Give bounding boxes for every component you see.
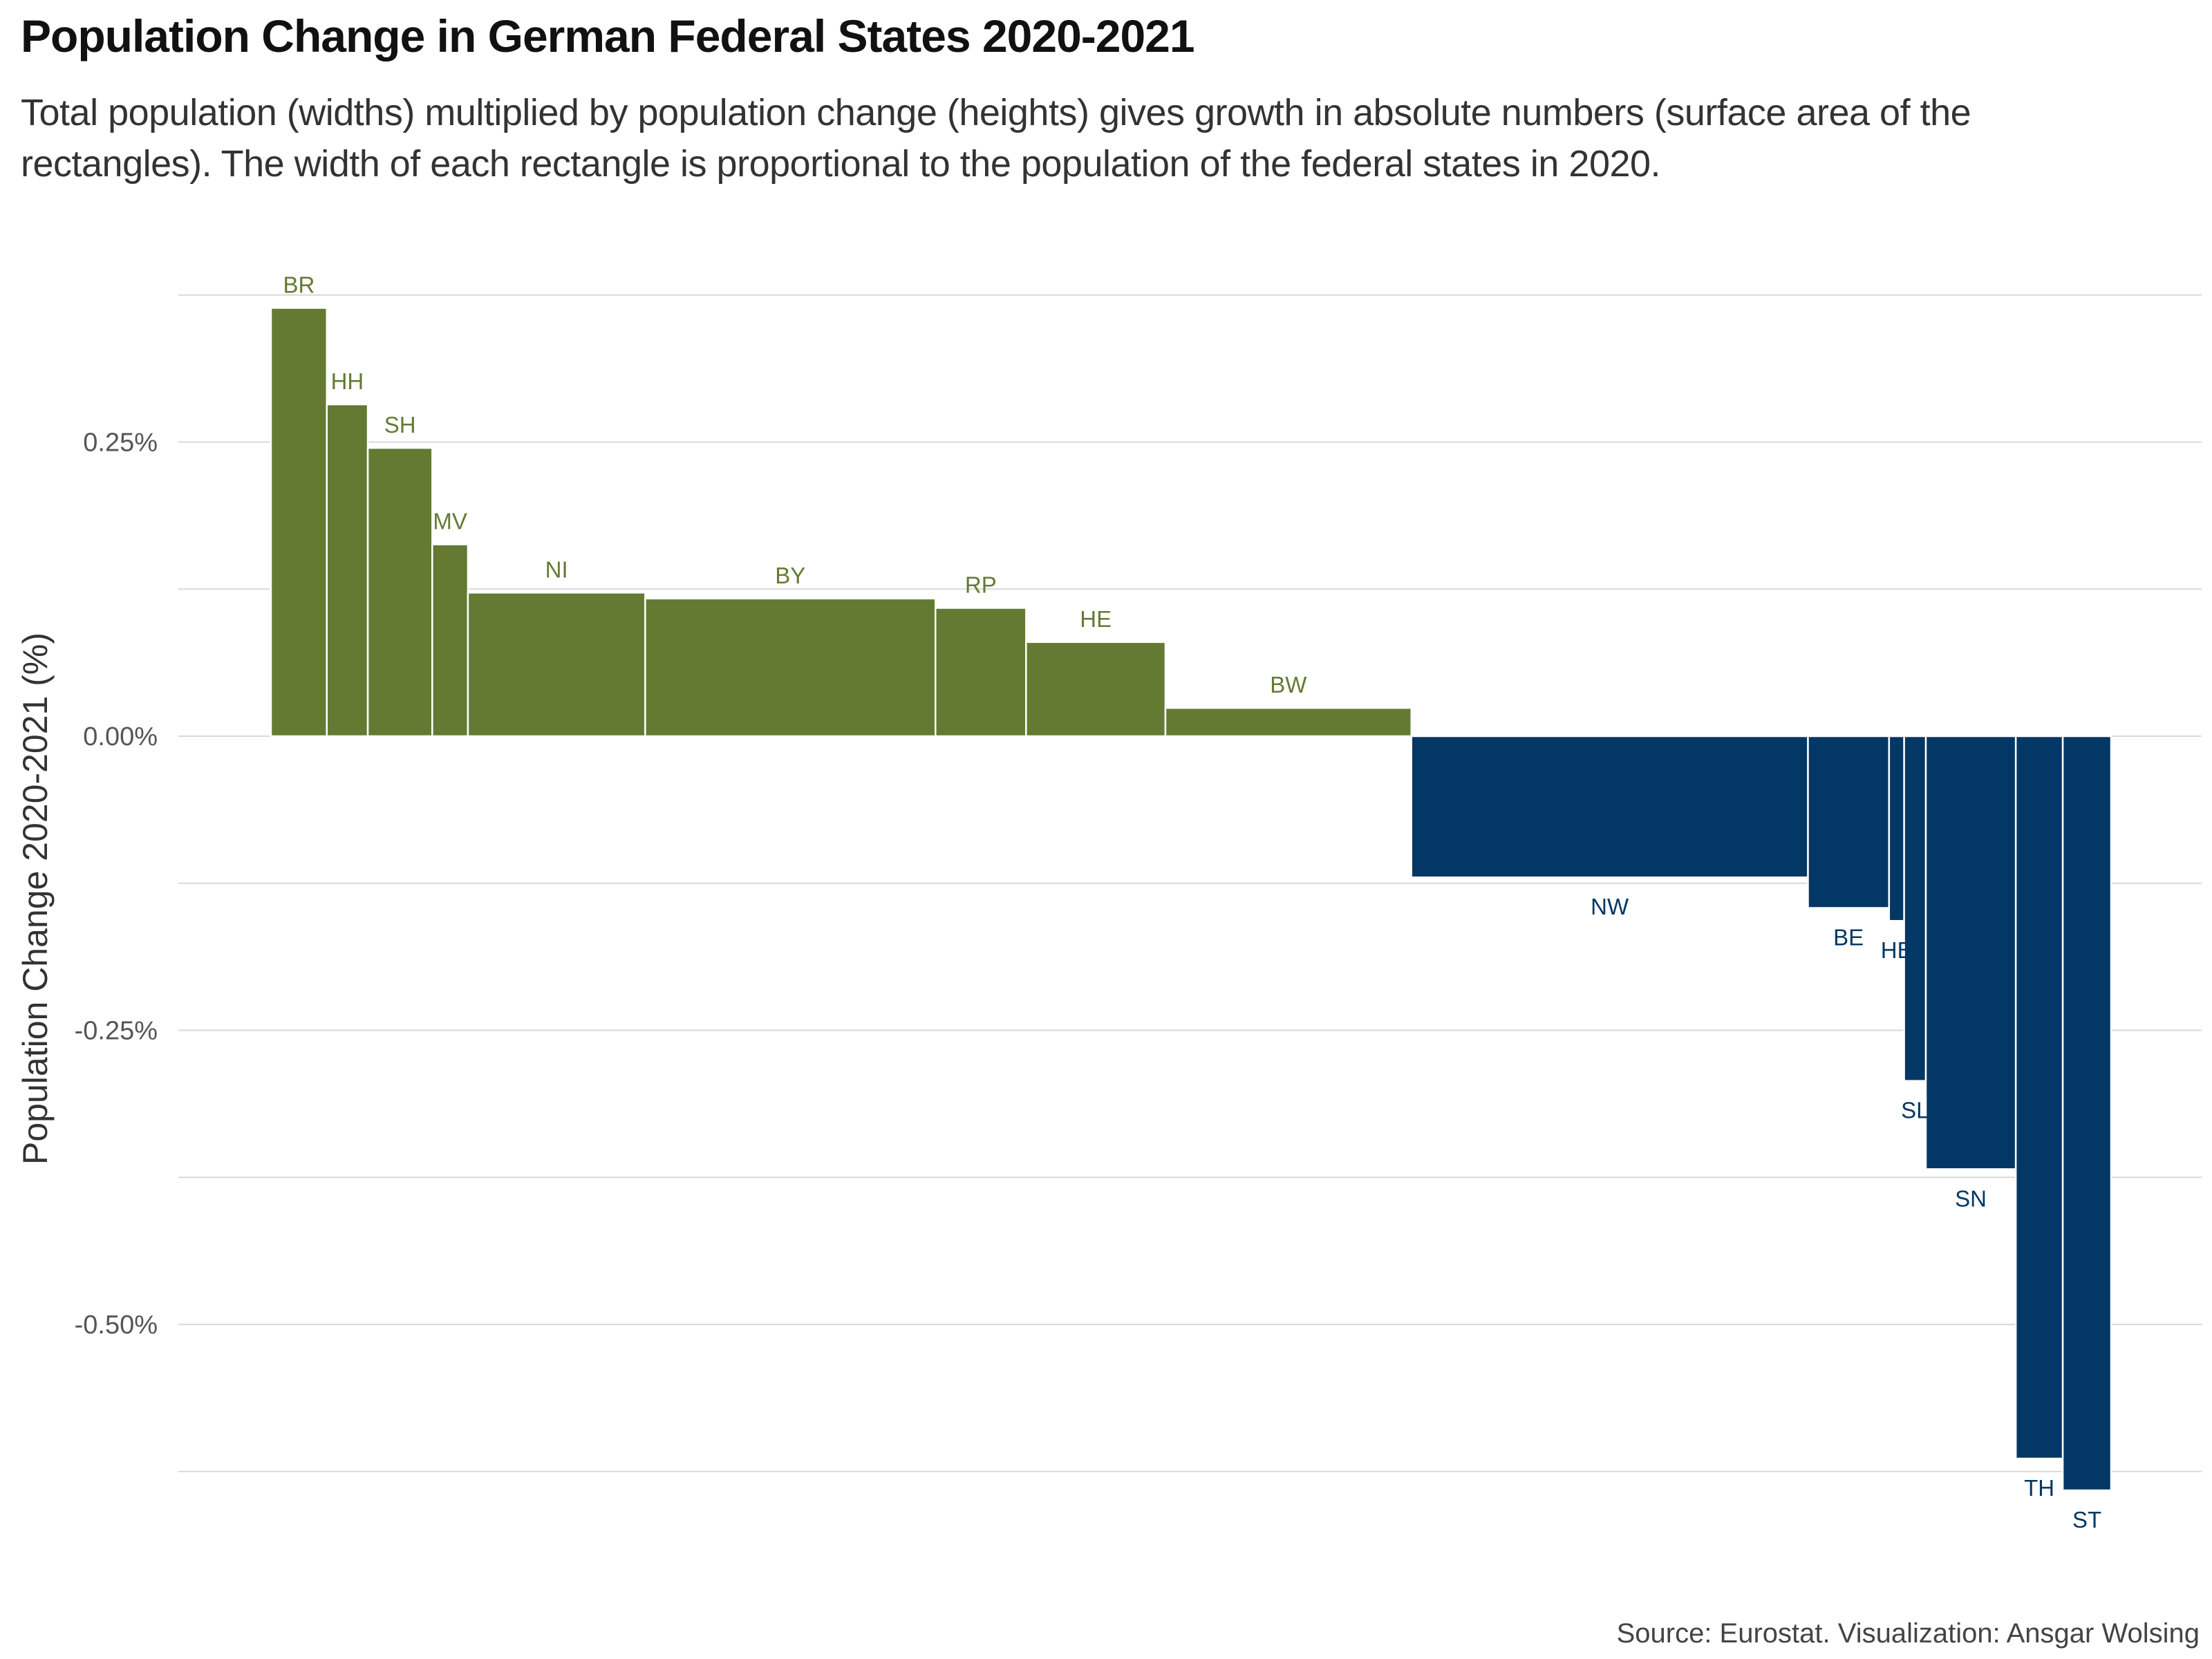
bar-label-hh: HH [331, 368, 364, 394]
bar-hh [326, 403, 369, 738]
y-tick-label-2: -0.25% [75, 1017, 158, 1046]
bar-label-bw: BW [1270, 672, 1307, 697]
bar-rp [935, 607, 1027, 738]
bar-label-nw: NW [1591, 894, 1629, 919]
bar-label-hb: HB [1881, 937, 1913, 963]
bar-br [270, 307, 328, 738]
bar-label-sn: SN [1955, 1185, 1987, 1211]
bar-label-by: BY [775, 563, 805, 588]
source-caption: Source: Eurostat. Visualization: Ansgar … [1616, 1618, 2200, 1649]
bar-sn [1924, 735, 2017, 1170]
chart-subtitle: Total population (widths) multiplied by … [21, 92, 1971, 185]
bar-label-mv: MV [433, 509, 467, 534]
y-tick-label-3: -0.50% [75, 1311, 158, 1340]
bar-nw [1410, 735, 1809, 879]
bar-ni [467, 592, 646, 738]
bar-sh [366, 447, 433, 738]
bar-label-ni: NI [545, 556, 568, 582]
y-tick-label-0: 0.25% [83, 429, 158, 458]
bars [270, 307, 2112, 1492]
bar-by [644, 597, 937, 738]
bar-label-th: TH [2024, 1475, 2054, 1501]
bar-labels: BR HH SH MV NI BY RP HE BW NW BE HB SL SN TH ST [283, 272, 2101, 1533]
y-tick-label-1: 0.00% [83, 722, 158, 751]
y-axis-ticks: 0.25% 0.00% -0.25% -0.50% [75, 429, 158, 1340]
bar-label-rp: RP [965, 572, 997, 597]
bar-th [2014, 735, 2064, 1460]
y-axis-title: Population Change 2020-2021 (%) [16, 632, 55, 1165]
bar-be [1807, 735, 1891, 909]
bar-he [1025, 641, 1167, 738]
bar-mv [431, 543, 469, 738]
bar-sl [1903, 735, 1927, 1082]
bar-label-sl: SL [1901, 1098, 1929, 1123]
chart-title: Population Change in German Federal Stat… [21, 10, 1195, 62]
bar-label-br: BR [283, 272, 315, 297]
bar-label-sh: SH [384, 412, 416, 438]
bar-label-he: HE [1080, 606, 1112, 632]
bar-hb [1888, 735, 1905, 922]
bar-st [2061, 735, 2112, 1492]
bar-bw [1164, 706, 1413, 738]
bar-label-st: ST [2072, 1507, 2101, 1533]
bar-label-be: BE [1833, 924, 1864, 950]
